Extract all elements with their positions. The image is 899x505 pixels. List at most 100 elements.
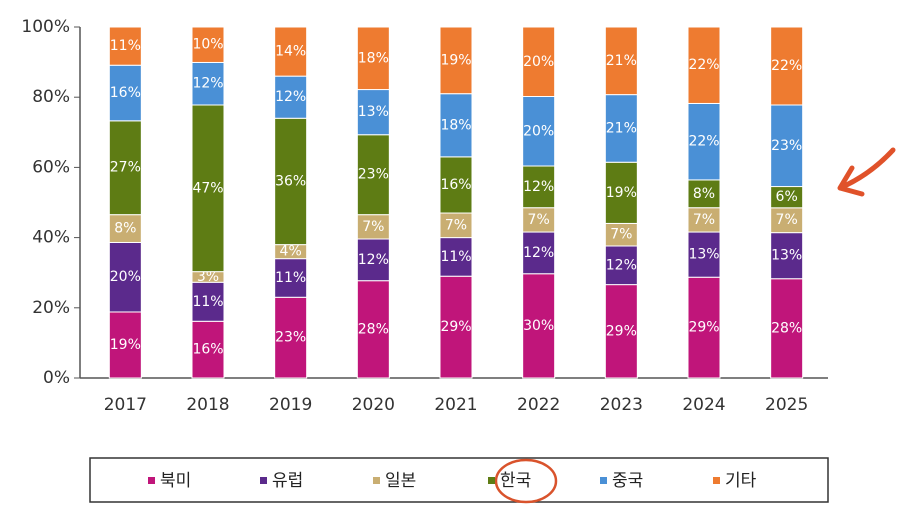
x-tick-label: 2019 xyxy=(269,395,312,415)
bar-segment xyxy=(604,284,638,379)
value-label: 20% xyxy=(523,54,554,70)
value-label: 27% xyxy=(110,160,141,176)
bar-segment xyxy=(522,165,556,209)
bar-segment xyxy=(108,26,142,66)
value-label: 12% xyxy=(358,252,389,268)
legend-swatch xyxy=(488,477,495,484)
value-label: 10% xyxy=(192,37,223,53)
bar-segment xyxy=(356,89,390,136)
value-label: 28% xyxy=(358,321,389,337)
value-label: 19% xyxy=(110,337,141,353)
x-tick-label: 2022 xyxy=(517,395,560,415)
value-label: 7% xyxy=(776,212,798,228)
bar-segment xyxy=(439,275,473,379)
x-tick-label: 2020 xyxy=(352,395,395,415)
value-label: 23% xyxy=(358,167,389,183)
value-label: 28% xyxy=(771,320,802,336)
value-label: 20% xyxy=(110,269,141,285)
annotation-arrow xyxy=(837,147,896,197)
value-label: 16% xyxy=(440,177,471,193)
value-label: 29% xyxy=(606,323,637,339)
value-label: 7% xyxy=(445,217,467,233)
value-label: 7% xyxy=(528,212,550,228)
value-label: 8% xyxy=(693,186,715,202)
x-tick-label: 2023 xyxy=(600,395,643,415)
x-tick-label: 2017 xyxy=(104,395,147,415)
bar-segment xyxy=(687,102,721,181)
value-label: 12% xyxy=(606,257,637,273)
y-tick-label: 60% xyxy=(32,157,70,177)
value-label: 22% xyxy=(771,58,802,74)
bar-segment xyxy=(274,296,308,379)
value-label: 12% xyxy=(275,89,306,105)
value-label: 13% xyxy=(771,248,802,264)
bar-segment xyxy=(604,245,638,286)
value-label: 22% xyxy=(688,134,719,150)
bar-segment xyxy=(274,117,308,246)
bar-segment xyxy=(191,26,225,63)
value-label: 22% xyxy=(688,57,719,73)
bar-segment xyxy=(108,64,142,122)
legend-label: 북미 xyxy=(160,471,191,491)
bar-segment xyxy=(687,207,721,233)
bar-segment xyxy=(770,104,804,188)
bar-segment xyxy=(770,232,804,280)
value-label: 16% xyxy=(192,342,223,358)
value-label: 23% xyxy=(771,138,802,154)
bar-segment xyxy=(274,258,308,298)
bar-segment xyxy=(439,26,473,95)
legend-label: 일본 xyxy=(385,471,416,491)
value-label: 11% xyxy=(110,38,141,54)
bar-segment xyxy=(687,231,721,278)
legend-label: 유럽 xyxy=(272,471,303,491)
value-label: 16% xyxy=(110,85,141,101)
value-label: 14% xyxy=(275,44,306,60)
value-label: 18% xyxy=(440,117,471,133)
bar-segment xyxy=(439,237,473,277)
bar-segment xyxy=(274,75,308,119)
value-label: 18% xyxy=(358,50,389,66)
value-label: 3% xyxy=(197,269,219,285)
value-label: 6% xyxy=(776,189,798,205)
bar-segment xyxy=(522,96,556,167)
bar-segment xyxy=(604,161,638,224)
bar-segment xyxy=(439,212,473,239)
legend-swatch xyxy=(260,477,267,484)
y-tick-label: 40% xyxy=(32,228,70,248)
value-label: 11% xyxy=(192,294,223,310)
value-label: 13% xyxy=(688,247,719,263)
bar-segment xyxy=(356,214,390,240)
legend-box xyxy=(89,457,829,503)
value-label: 20% xyxy=(523,123,554,139)
value-label: 12% xyxy=(523,179,554,195)
bar-segment xyxy=(191,104,225,273)
value-label: 19% xyxy=(440,52,471,68)
bar-segment xyxy=(108,311,142,379)
value-label: 30% xyxy=(523,318,554,334)
value-label: 4% xyxy=(280,244,302,260)
value-label: 11% xyxy=(275,270,306,286)
bar-segment xyxy=(274,26,308,77)
value-label: 11% xyxy=(440,249,471,265)
bar-segment xyxy=(604,26,638,96)
legend-swatch xyxy=(713,477,720,484)
bar-segment xyxy=(356,280,390,379)
x-tick-label: 2025 xyxy=(765,395,808,415)
bar-segment xyxy=(770,207,804,234)
bar-segment xyxy=(356,238,390,282)
y-tick-label: 20% xyxy=(32,298,70,318)
bar-segment xyxy=(191,320,225,379)
value-label: 8% xyxy=(114,221,136,237)
bar-segment xyxy=(770,278,804,379)
y-tick-label: 100% xyxy=(21,17,70,37)
bar-segment xyxy=(770,26,804,106)
bar-segment xyxy=(522,26,556,98)
value-label: 21% xyxy=(606,53,637,69)
value-label: 7% xyxy=(610,227,632,243)
legend-swatch xyxy=(148,477,155,484)
y-tick-label: 0% xyxy=(43,368,70,388)
value-label: 23% xyxy=(275,330,306,346)
legend-swatch xyxy=(600,477,607,484)
bar-segment xyxy=(439,93,473,158)
